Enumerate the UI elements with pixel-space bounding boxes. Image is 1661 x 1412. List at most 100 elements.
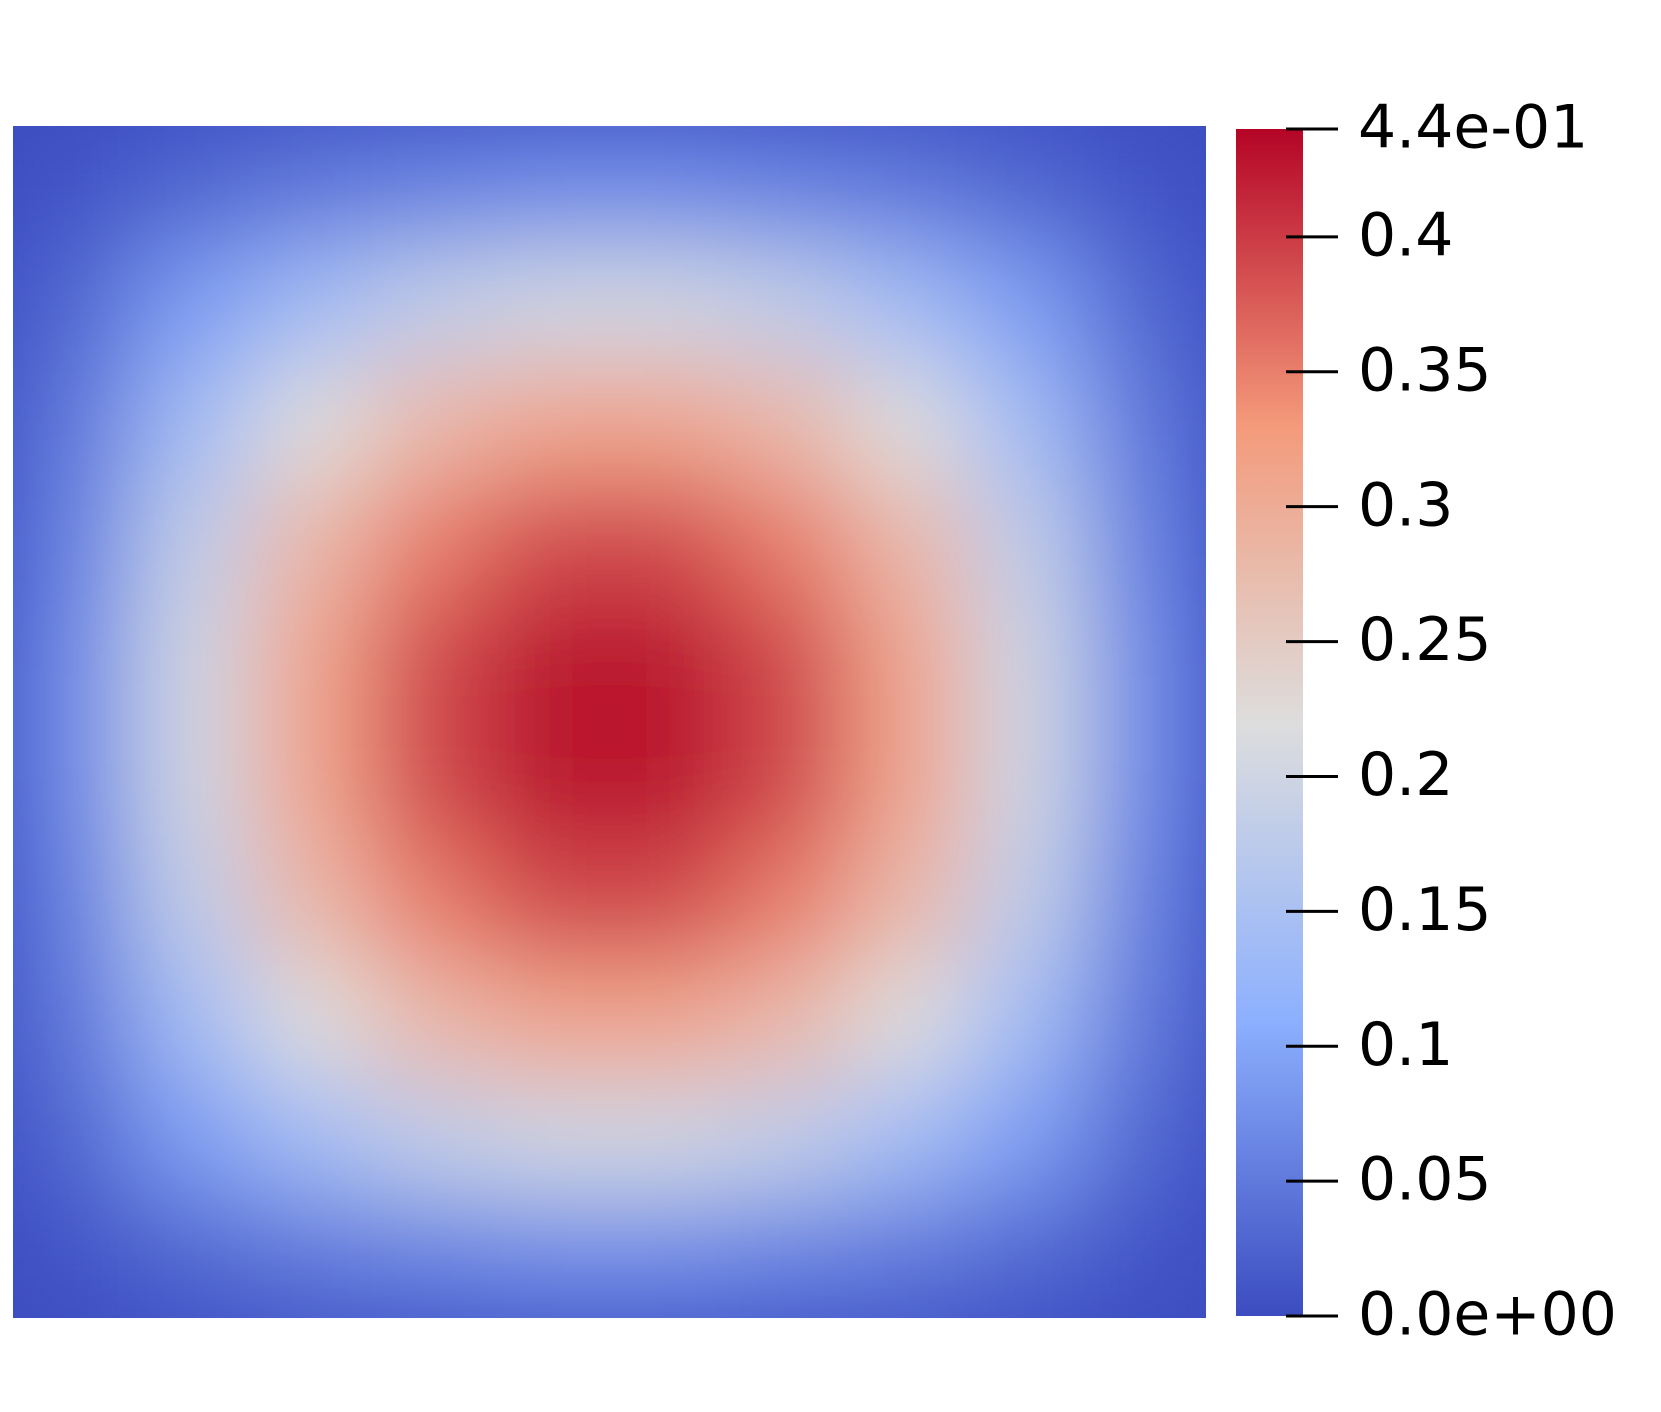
field-cell: [251, 364, 372, 485]
field-cell: [132, 602, 253, 723]
field-cell: [1086, 126, 1206, 246]
field-cell: [967, 364, 1088, 485]
colorbar-ticks: 4.4e-01 0.4 0.35 0.3 0.25 0.2 0.15 0.1 0.05 0.0e+…: [1286, 93, 1617, 1350]
colorbar: [1236, 129, 1303, 1316]
field-cell: [1086, 602, 1206, 723]
tick-label: 0.35: [1358, 335, 1492, 405]
field-cell: [251, 722, 372, 842]
field-cell: [848, 364, 968, 485]
tick-label: 0.2: [1358, 740, 1453, 810]
field-cell: [251, 126, 372, 246]
field-cell: [132, 1198, 253, 1318]
field-cell: [848, 960, 968, 1081]
field-cell: [848, 1079, 968, 1200]
field-cell: [370, 1079, 491, 1200]
field-cell: [370, 841, 491, 961]
field-cell: [251, 602, 372, 723]
field-cell: [609, 364, 730, 485]
field-cell: [490, 364, 610, 485]
field-cell: [490, 722, 610, 842]
field-cell: [609, 841, 730, 961]
tick-label: 0.4: [1358, 201, 1453, 271]
field-cell: [848, 1198, 968, 1318]
field-cell: [13, 960, 133, 1081]
field-cell: [13, 245, 133, 365]
field-cell: [967, 483, 1088, 604]
field-cell: [967, 126, 1088, 246]
field-cell: [1086, 1198, 1206, 1318]
field-cell: [609, 483, 730, 604]
field-cell: [251, 841, 372, 961]
field: [13, 126, 1206, 1318]
field-cell: [1086, 1079, 1206, 1200]
field-cell: [370, 364, 491, 485]
field-cell: [728, 483, 849, 604]
field-cell: [1086, 364, 1206, 485]
field-cell: [370, 1198, 491, 1318]
field-cell: [967, 245, 1088, 365]
field-cell: [13, 483, 133, 604]
field-cell: [251, 1198, 372, 1318]
tick-label: 0.3: [1358, 470, 1453, 540]
field-cell: [1086, 483, 1206, 604]
field-cell: [728, 602, 849, 723]
field-cell: [728, 1198, 849, 1318]
field-cell: [370, 126, 491, 246]
field-cell: [967, 1079, 1088, 1200]
field-cell: [132, 960, 253, 1081]
field-cell: [13, 1079, 133, 1200]
field-cell: [609, 602, 730, 723]
field-cell: [728, 1079, 849, 1200]
field-cell: [490, 960, 610, 1081]
tick-label: 0.0e+00: [1358, 1280, 1617, 1350]
field-cell: [132, 483, 253, 604]
tick-label: 0.05: [1358, 1145, 1492, 1215]
field-cell: [490, 602, 610, 723]
tick-label: 4.4e-01: [1358, 93, 1588, 163]
field-cell: [728, 245, 849, 365]
field-cell: [490, 1079, 610, 1200]
field-cell: [848, 841, 968, 961]
field-cell: [370, 960, 491, 1081]
field-cell: [848, 483, 968, 604]
tick-label: 0.1: [1358, 1010, 1453, 1080]
field-cell: [848, 602, 968, 723]
field-cell: [967, 960, 1088, 1081]
field-cell: [609, 960, 730, 1081]
field-cell: [1086, 722, 1206, 842]
field-cell: [370, 602, 491, 723]
tick-label: 0.15: [1358, 875, 1492, 945]
field-cell: [1086, 245, 1206, 365]
field-cell: [251, 960, 372, 1081]
tick-label: 0.25: [1358, 605, 1492, 675]
field-cell: [609, 1198, 730, 1318]
field-cell: [490, 483, 610, 604]
field-cell: [490, 1198, 610, 1318]
field-cell: [609, 1079, 730, 1200]
field-cell: [728, 722, 849, 842]
field-cell: [609, 245, 730, 365]
field-cell: [251, 1079, 372, 1200]
field-cell: [728, 841, 849, 961]
field-cell: [1086, 841, 1206, 961]
field-cell: [728, 364, 849, 485]
field-cell: [251, 483, 372, 604]
field-cells: [13, 126, 1206, 1318]
field-cell: [609, 722, 730, 842]
field-cell: [13, 1198, 133, 1318]
field-cell: [132, 364, 253, 485]
field-cell: [370, 722, 491, 842]
field-cell: [728, 126, 849, 246]
field-cell: [490, 126, 610, 246]
field-cell: [490, 841, 610, 961]
field-cell: [132, 1079, 253, 1200]
field-cell: [848, 126, 968, 246]
field-cell: [848, 722, 968, 842]
field-cell: [13, 722, 133, 842]
field-cell: [848, 245, 968, 365]
field-cell: [132, 722, 253, 842]
field-cell: [967, 722, 1088, 842]
field-cell: [13, 126, 133, 246]
